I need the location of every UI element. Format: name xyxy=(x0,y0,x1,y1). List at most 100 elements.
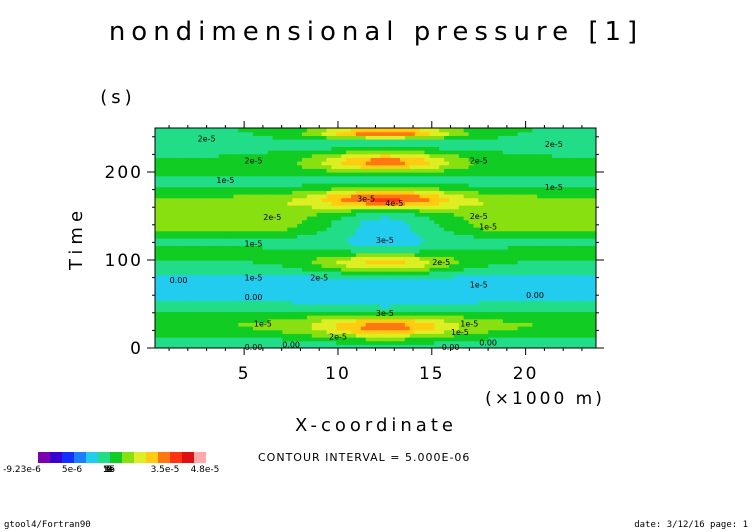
heatmap-cell xyxy=(404,238,411,243)
heatmap-cell xyxy=(174,179,181,184)
heatmap-cell xyxy=(223,194,230,199)
heatmap-cell xyxy=(458,216,465,221)
heatmap-cell xyxy=(522,223,528,228)
heatmap-cell xyxy=(370,271,377,276)
heatmap-cell xyxy=(213,260,220,265)
heatmap-cell xyxy=(385,304,391,309)
heatmap-cell xyxy=(395,278,401,283)
heatmap-cell xyxy=(257,216,264,221)
heatmap-cell xyxy=(404,208,411,213)
heatmap-cell xyxy=(586,216,592,221)
heatmap-cell xyxy=(566,263,573,268)
heatmap-cell xyxy=(189,300,195,305)
heatmap-cell xyxy=(365,260,372,265)
heatmap-cell xyxy=(282,227,288,232)
heatmap-cell xyxy=(159,263,166,268)
heatmap-cell xyxy=(233,227,239,232)
heatmap-cell xyxy=(292,142,298,147)
heatmap-cell xyxy=(213,271,220,276)
heatmap-cell xyxy=(228,219,234,224)
heatmap-cell xyxy=(458,315,465,320)
heatmap-cell xyxy=(238,340,244,345)
heatmap-cell xyxy=(164,278,171,283)
heatmap-cell xyxy=(351,329,357,334)
heatmap-cell xyxy=(449,190,455,195)
heatmap-cell xyxy=(174,216,181,221)
heatmap-cell xyxy=(297,245,303,250)
heatmap-cell xyxy=(390,245,396,250)
heatmap-cell xyxy=(243,271,249,276)
heatmap-cell xyxy=(449,241,455,246)
heatmap-cell xyxy=(390,296,396,301)
heatmap-cell xyxy=(581,245,587,250)
heatmap-cell xyxy=(189,223,195,228)
heatmap-cell xyxy=(473,249,479,254)
heatmap-cell xyxy=(532,322,538,327)
heatmap-cell xyxy=(551,157,558,162)
heatmap-cell xyxy=(409,340,416,345)
heatmap-cell xyxy=(297,194,303,199)
heatmap-cell xyxy=(341,241,347,246)
heatmap-cell xyxy=(360,205,367,210)
heatmap-cell xyxy=(213,293,220,298)
heatmap-cell xyxy=(248,216,254,221)
heatmap-cell xyxy=(218,311,225,316)
heatmap-cell xyxy=(424,293,430,298)
heatmap-cell xyxy=(370,227,377,232)
heatmap-cell xyxy=(581,197,587,202)
heatmap-cell xyxy=(321,263,328,268)
heatmap-cell xyxy=(556,157,563,162)
heatmap-cell xyxy=(395,150,401,155)
heatmap-cell xyxy=(213,205,220,210)
heatmap-cell xyxy=(527,179,533,184)
heatmap-cell xyxy=(395,267,401,272)
heatmap-cell xyxy=(169,267,176,272)
heatmap-cell xyxy=(257,260,264,265)
heatmap-cell xyxy=(527,315,533,320)
heatmap-cell xyxy=(262,329,269,334)
heatmap-cell xyxy=(184,227,190,232)
heatmap-cell xyxy=(262,194,269,199)
heatmap-cell xyxy=(243,190,249,195)
heatmap-cell xyxy=(404,289,411,294)
heatmap-cell xyxy=(184,296,190,301)
heatmap-cell xyxy=(453,278,460,283)
heatmap-cell xyxy=(439,289,445,294)
heatmap-cell xyxy=(527,241,533,246)
heatmap-cell xyxy=(341,278,347,283)
heatmap-cell xyxy=(174,274,181,279)
heatmap-cell xyxy=(542,326,548,331)
heatmap-cell xyxy=(248,205,254,210)
heatmap-cell xyxy=(248,179,254,184)
heatmap-cell xyxy=(228,238,234,243)
heatmap-cell xyxy=(155,326,161,331)
heatmap-cell xyxy=(208,322,215,327)
heatmap-cell xyxy=(199,263,205,268)
heatmap-cell xyxy=(262,142,269,147)
heatmap-cell xyxy=(253,256,259,261)
heatmap-cell xyxy=(478,256,484,261)
heatmap-cell xyxy=(458,205,465,210)
heatmap-cell xyxy=(302,300,308,305)
heatmap-cell xyxy=(517,249,524,254)
heatmap-cell xyxy=(213,238,220,243)
heatmap-cell xyxy=(164,296,171,301)
heatmap-cell xyxy=(179,186,185,191)
heatmap-cell xyxy=(586,344,592,348)
heatmap-cell xyxy=(262,208,269,213)
heatmap-cell xyxy=(542,322,548,327)
heatmap-cell xyxy=(458,260,465,265)
heatmap-cell xyxy=(375,304,381,309)
heatmap-cell xyxy=(326,234,332,239)
heatmap-cell xyxy=(302,201,308,206)
heatmap-cell xyxy=(311,150,318,155)
heatmap-cell xyxy=(194,175,200,180)
heatmap-cell xyxy=(277,282,283,287)
heatmap-cell xyxy=(498,208,504,213)
heatmap-cell xyxy=(336,315,342,320)
heatmap-cell xyxy=(233,142,239,147)
heatmap-cell xyxy=(169,252,176,257)
heatmap-cell xyxy=(458,285,465,290)
heatmap-cell xyxy=(292,190,298,195)
heatmap-cell xyxy=(375,175,381,180)
